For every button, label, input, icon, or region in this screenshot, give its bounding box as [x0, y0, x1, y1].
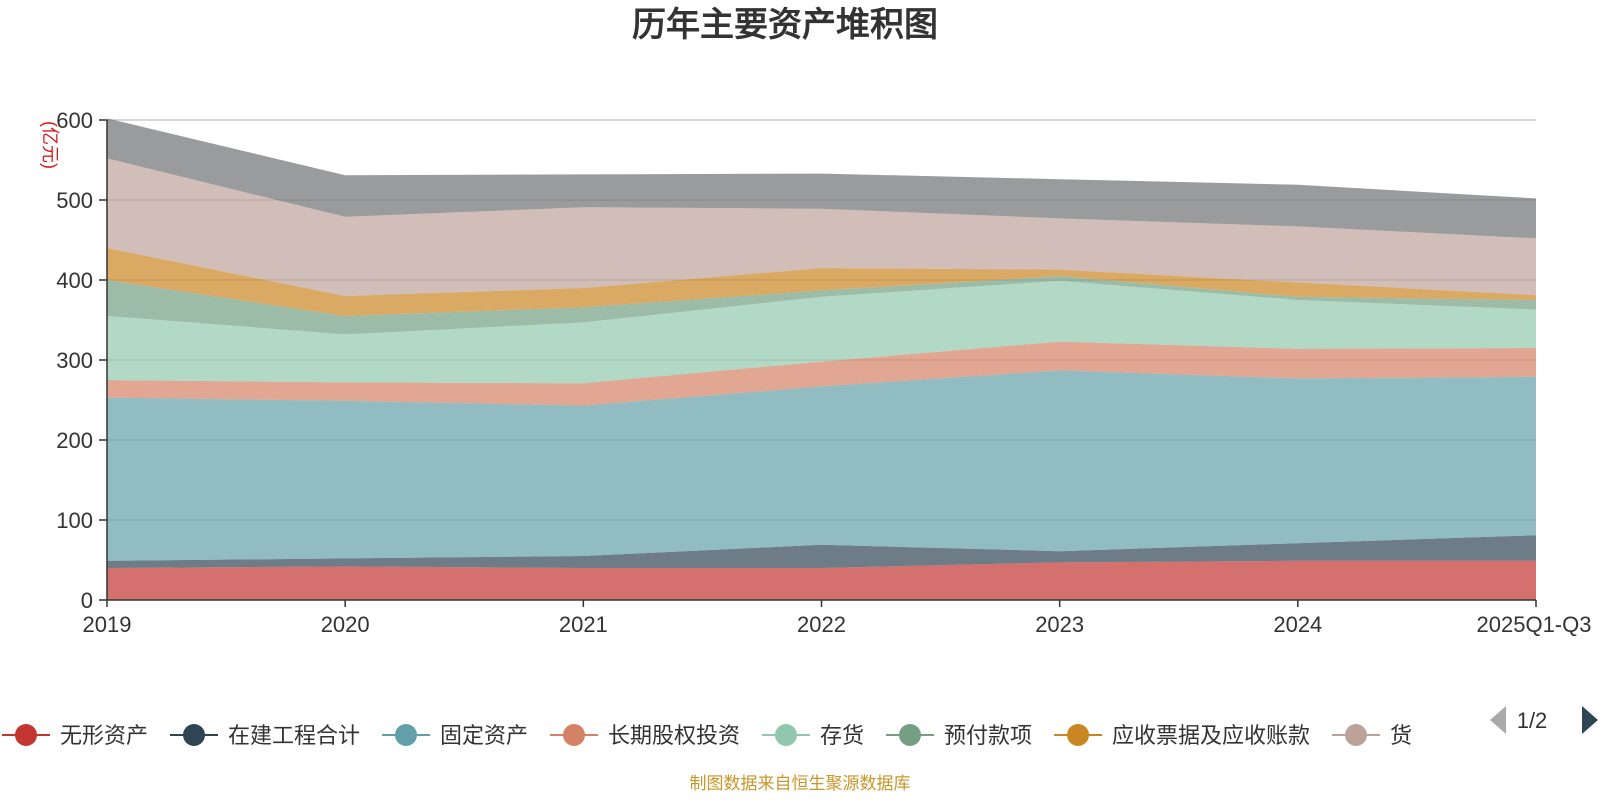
- y-tick-label: 600: [56, 108, 93, 133]
- legend-next-page-icon[interactable]: [1582, 706, 1598, 734]
- legend-item-7[interactable]: 应收票据及应收账款: [1054, 723, 1310, 748]
- y-axis-ticks: 0 100 200 300 400 500 600: [56, 108, 107, 613]
- legend-label: 预付款项: [944, 723, 1032, 748]
- area-series: [107, 118, 1536, 600]
- y-tick-label: 100: [56, 508, 93, 533]
- area-series-7: [107, 248, 1536, 316]
- x-tick-label: 2019: [83, 612, 132, 637]
- x-tick-label: 2020: [321, 612, 370, 637]
- legend-prev-page-icon[interactable]: [1490, 706, 1506, 734]
- legend-label: 应收票据及应收账款: [1112, 723, 1310, 748]
- legend-item-3[interactable]: 固定资产: [382, 723, 528, 748]
- legend: 无形资产 在建工程合计 固定资产 长期股权投资 存货 预付款项 应收票据及应收账款 货: [2, 723, 1412, 748]
- legend-label: 长期股权投资: [608, 723, 740, 748]
- legend-label: 在建工程合计: [228, 723, 360, 748]
- legend-marker-icon: [15, 724, 37, 746]
- legend-marker-icon: [1345, 724, 1367, 746]
- legend-marker-icon: [395, 724, 417, 746]
- data-source-note: 制图数据来自恒生聚源数据库: [690, 774, 911, 793]
- legend-marker-icon: [775, 724, 797, 746]
- y-tick-label: 500: [56, 188, 93, 213]
- legend-item-4[interactable]: 长期股权投资: [550, 723, 740, 748]
- area-series-4: [107, 341, 1536, 406]
- legend-item-2[interactable]: 在建工程合计: [170, 723, 360, 748]
- chart-title: 历年主要资产堆积图: [632, 6, 938, 44]
- legend-item-8[interactable]: 货: [1332, 723, 1412, 748]
- legend-label: 固定资产: [440, 723, 528, 748]
- legend-label: 存货: [820, 723, 864, 748]
- y-tick-label: 200: [56, 428, 93, 453]
- legend-item-1[interactable]: 无形资产: [2, 723, 148, 748]
- area-series-1: [107, 560, 1536, 600]
- y-axis-unit-label: (亿元): [40, 121, 60, 169]
- area-series-2: [107, 535, 1536, 568]
- y-tick-label: 0: [81, 588, 93, 613]
- area-series-3: [107, 370, 1536, 561]
- legend-item-6[interactable]: 预付款项: [886, 723, 1032, 748]
- legend-item-5[interactable]: 存货: [762, 723, 864, 748]
- area-series-8: [107, 158, 1536, 296]
- area-series-5: [107, 280, 1536, 384]
- x-tick-label: 2024: [1273, 612, 1322, 637]
- legend-label: 货: [1390, 723, 1412, 748]
- x-axis-ticks: 2019 2020 2021 2022 2023 2024 2025Q1-Q3: [83, 600, 1592, 637]
- legend-marker-icon: [899, 724, 921, 746]
- y-tick-label: 400: [56, 268, 93, 293]
- x-tick-label: 2023: [1035, 612, 1084, 637]
- legend-pager: 1/2: [1490, 706, 1598, 734]
- x-tick-label: 2025Q1-Q3: [1477, 612, 1592, 637]
- legend-marker-icon: [1067, 724, 1089, 746]
- x-tick-label: 2021: [559, 612, 608, 637]
- x-tick-label: 2022: [797, 612, 846, 637]
- area-series-6: [107, 276, 1536, 335]
- legend-marker-icon: [563, 724, 585, 746]
- legend-marker-icon: [183, 724, 205, 746]
- legend-label: 无形资产: [60, 723, 148, 748]
- y-tick-label: 300: [56, 348, 93, 373]
- area-series-9: [107, 118, 1536, 239]
- legend-page-indicator: 1/2: [1517, 708, 1548, 733]
